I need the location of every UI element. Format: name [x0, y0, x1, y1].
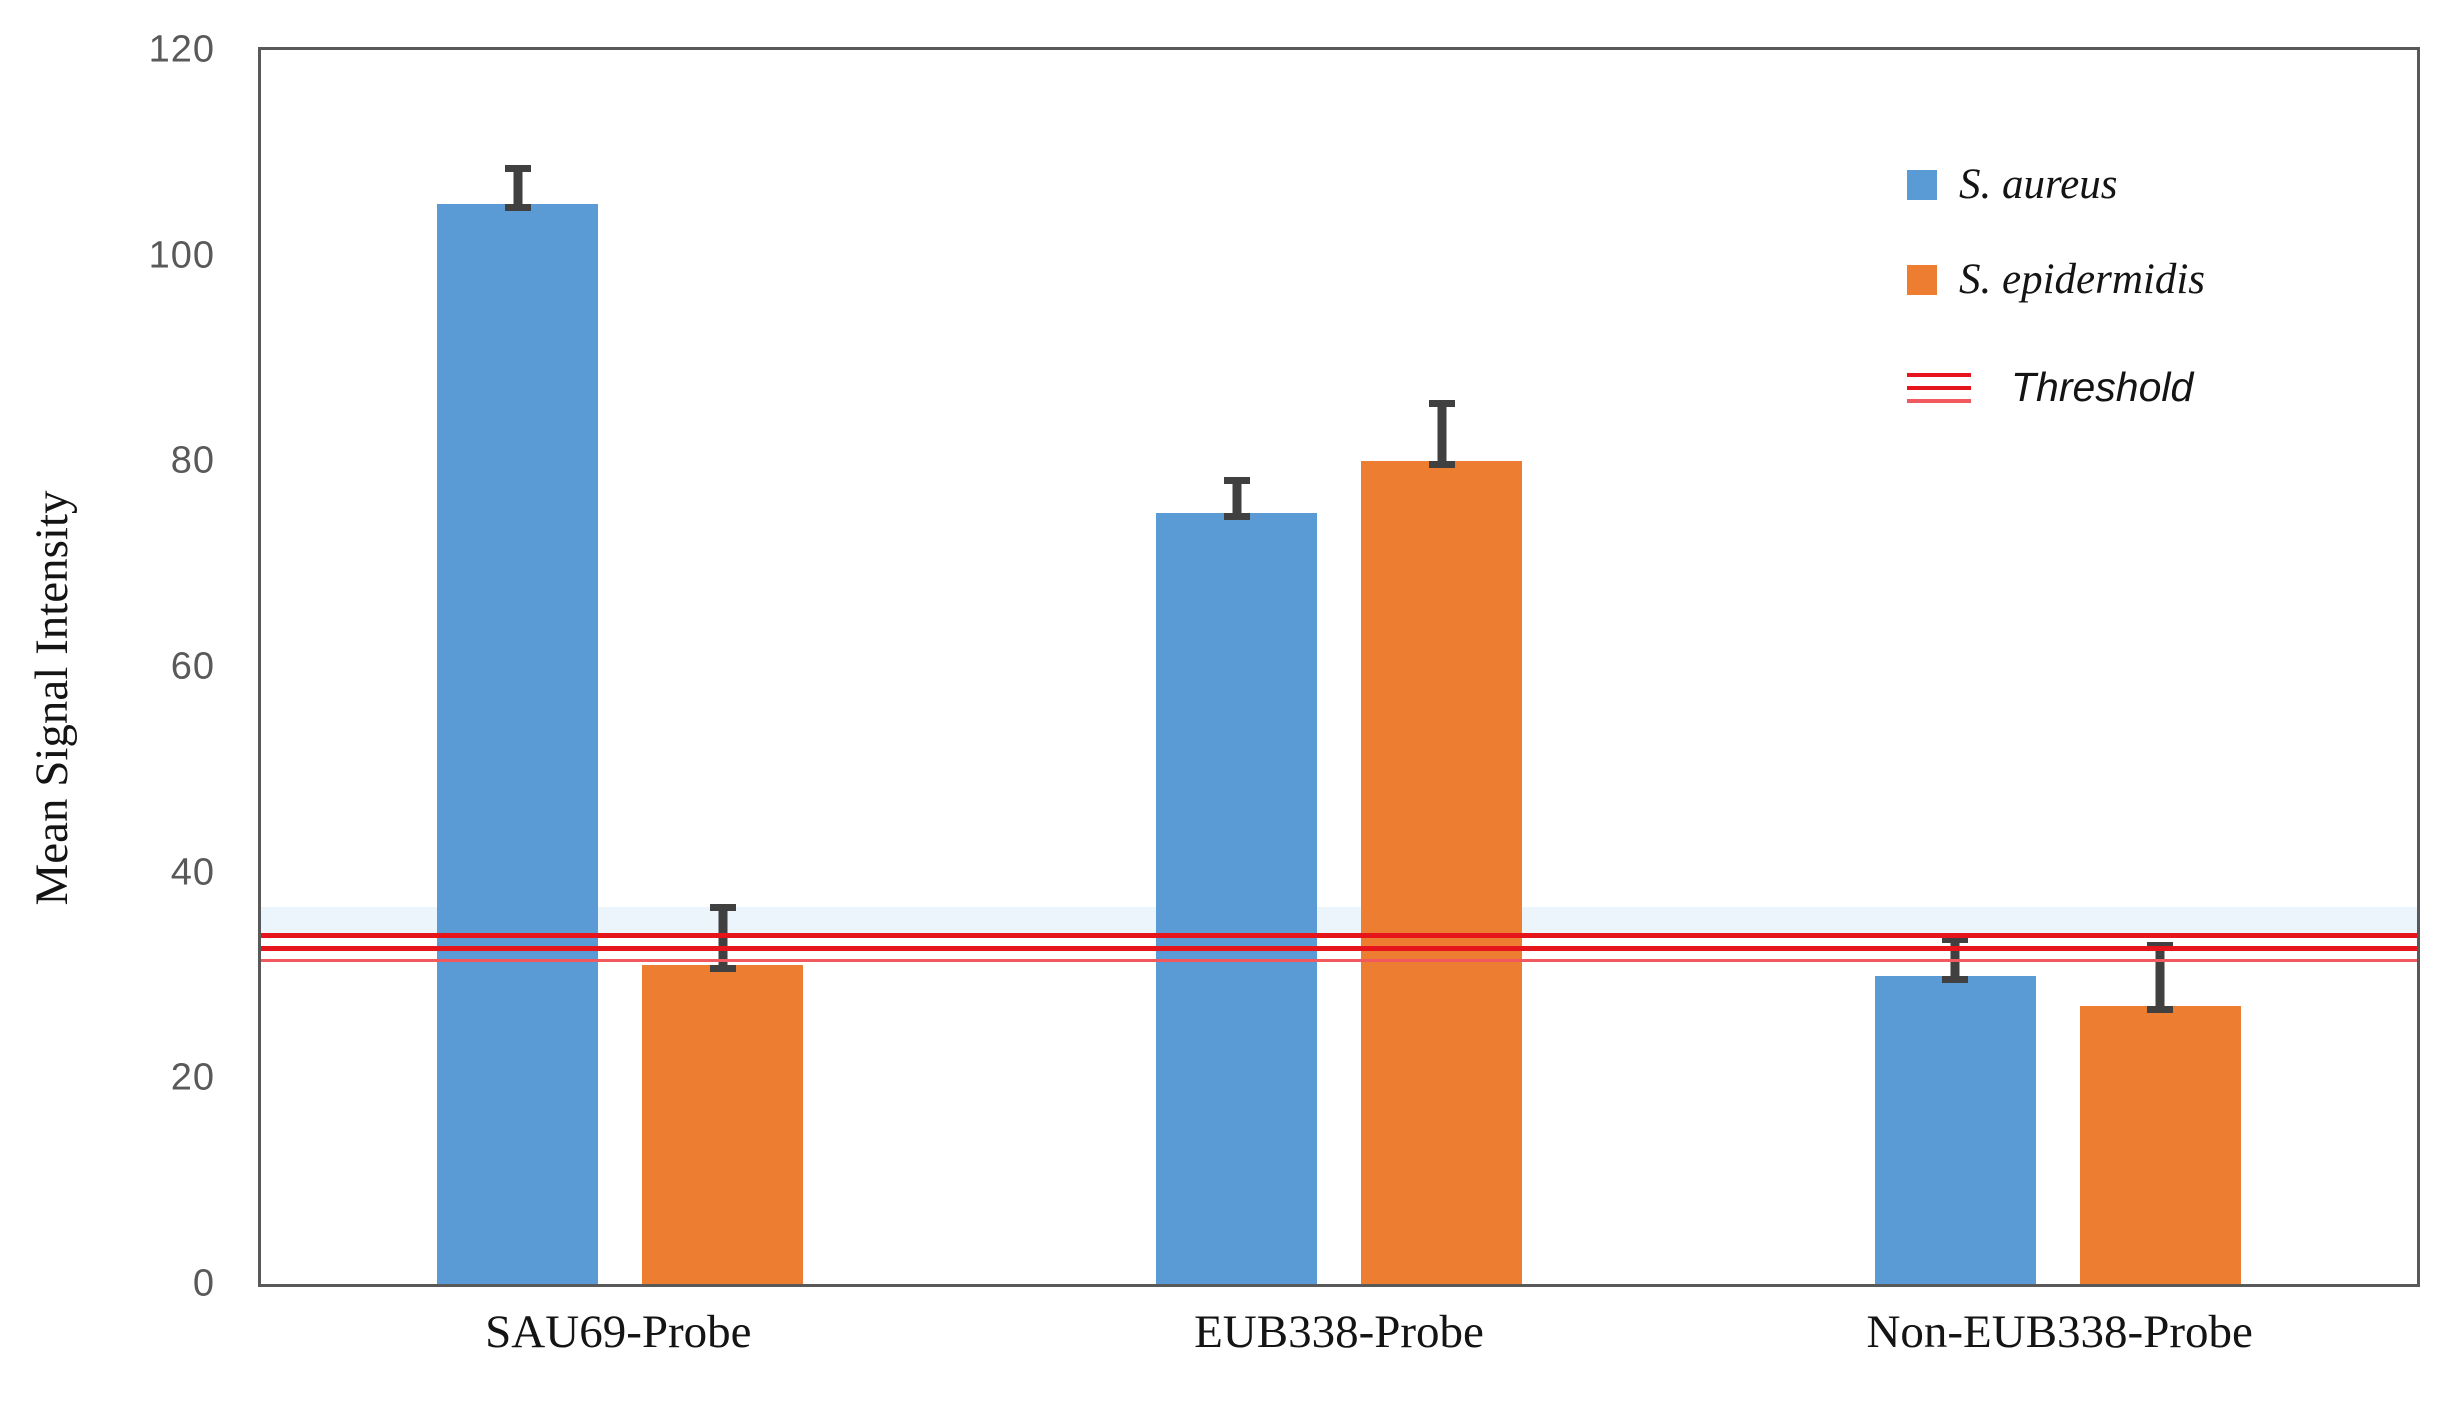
threshold-glyph-line: [1907, 372, 1971, 377]
error-bar-s-epidermidis-eub338-probe: [1428, 399, 1455, 469]
error-bar-stem: [1232, 476, 1241, 520]
bar-s-aureus-non-eub338-probe: [1874, 936, 2036, 1284]
bar-s-aureus-eub338-probe: [1156, 476, 1317, 1284]
y-axis-tick-label: 80: [170, 439, 215, 482]
legend-item-threshold: Threshold: [1907, 364, 2205, 411]
bar-s-epidermidis-sau69-probe: [642, 903, 804, 1284]
bar-group-eub338-probe: [980, 50, 1699, 1284]
error-bar-stem: [1437, 399, 1446, 469]
y-axis-tick-labels: 0 20 40 60 80 100 120: [0, 29, 215, 1305]
plot-area: S. aureus S. epidermidis Threshold: [258, 47, 2420, 1287]
legend-label-threshold: Threshold: [2011, 364, 2194, 410]
error-bar-stem: [718, 903, 728, 973]
x-axis-label-sau69-probe: SAU69-Probe: [485, 1306, 752, 1358]
x-axis-label-eub338-probe: EUB338-Probe: [1194, 1306, 1484, 1358]
error-bar-s-aureus-non-eub338-probe: [1942, 936, 1969, 983]
light-band-artifact: [261, 907, 2417, 934]
legend: S. aureus S. epidermidis Threshold: [1907, 160, 2205, 411]
bar-s-epidermidis-non-eub338-probe: [2079, 941, 2241, 1284]
legend-swatch-s-aureus-icon: [1907, 169, 1937, 200]
legend-label-s-epidermidis: S. epidermidis: [1959, 256, 2206, 303]
error-bar-s-epidermidis-sau69-probe: [709, 903, 736, 973]
x-axis-labels: SAU69-Probe EUB338-Probe Non-EUB338-Prob…: [258, 1305, 2420, 1359]
error-bar-s-aureus-eub338-probe: [1223, 476, 1250, 520]
y-axis-tick-label: 60: [170, 645, 215, 688]
error-bar-stem: [1950, 936, 1960, 983]
error-bar-s-aureus-sau69-probe: [504, 165, 531, 212]
threshold-glyph-line: [1907, 385, 1971, 390]
threshold-glyph-line: [1907, 398, 1971, 403]
error-bar-s-epidermidis-non-eub338-probe: [2147, 941, 2174, 1014]
bar-group-sau69-probe: [261, 50, 980, 1284]
legend-label-s-aureus: S. aureus: [1959, 161, 2118, 208]
y-axis-tick-label: 20: [170, 1056, 215, 1099]
bar-s-aureus-sau69-probe: [437, 165, 599, 1284]
x-axis-label-non-eub338-probe: Non-EUB338-Probe: [1866, 1306, 2253, 1358]
legend-item-s-epidermidis: S. epidermidis: [1907, 255, 2205, 304]
y-axis-tick-label: 40: [170, 851, 215, 894]
legend-threshold-lines-icon: [1907, 372, 1971, 403]
y-axis-tick-label: 120: [148, 28, 215, 71]
legend-item-s-aureus: S. aureus: [1907, 160, 2205, 209]
y-axis-tick-label: 100: [148, 234, 215, 277]
bar-s-epidermidis-eub338-probe: [1361, 399, 1522, 1284]
y-axis-tick-label: 0: [192, 1262, 215, 1305]
error-bar-stem: [513, 165, 523, 212]
legend-swatch-s-epidermidis-icon: [1907, 264, 1937, 295]
error-bar-stem: [2155, 941, 2165, 1014]
